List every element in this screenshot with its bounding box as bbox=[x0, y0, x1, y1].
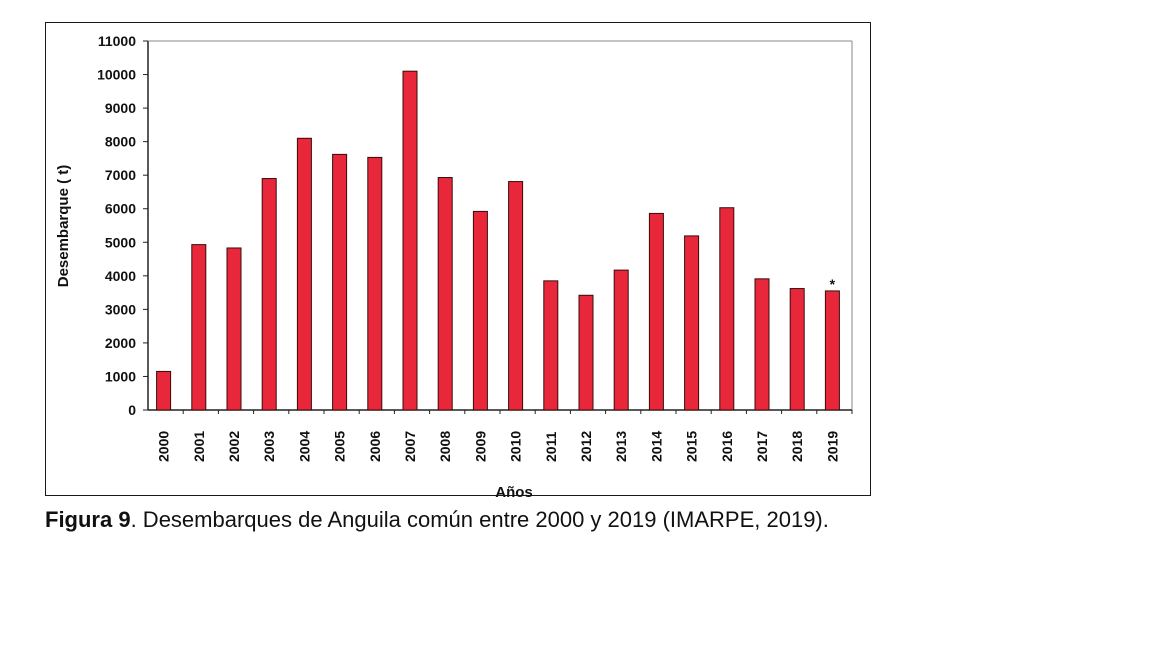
x-tick-label: 2017 bbox=[754, 431, 770, 462]
caption-text: . Desembarques de Anguila común entre 20… bbox=[130, 507, 829, 532]
x-tick-label: 2005 bbox=[332, 431, 348, 462]
bar-2008 bbox=[437, 177, 453, 411]
x-tick-label: 2015 bbox=[684, 431, 700, 462]
x-tick-label: 2011 bbox=[543, 431, 559, 462]
chart-labels: 0 1000 2000 3000 4000 5000 6000 7000 8000 9000 100… bbox=[97, 33, 840, 462]
y-tick-label: 8000 bbox=[105, 134, 136, 150]
bar-2011 bbox=[543, 280, 559, 411]
bar-2010 bbox=[508, 181, 524, 411]
bar-2003 bbox=[261, 178, 277, 411]
x-tick-label: 2010 bbox=[508, 431, 524, 462]
bar-2002 bbox=[226, 247, 242, 411]
x-tick-label: 2007 bbox=[402, 431, 418, 462]
caption-label: Figura 9 bbox=[45, 507, 131, 532]
x-tick-label: 2002 bbox=[226, 431, 242, 462]
x-tick-label: 2012 bbox=[578, 431, 594, 462]
bar-2014 bbox=[648, 212, 664, 411]
bar-2017 bbox=[754, 278, 770, 411]
y-tick-label: 2000 bbox=[105, 335, 136, 351]
x-tick-label: 2004 bbox=[296, 431, 312, 462]
bar-2012 bbox=[578, 294, 594, 411]
bar-2016 bbox=[719, 207, 735, 411]
bar-2015 bbox=[684, 235, 700, 411]
bar-2019 bbox=[824, 290, 840, 411]
bar-2004 bbox=[296, 137, 312, 411]
bar-2006 bbox=[367, 156, 383, 411]
chart-bars bbox=[156, 70, 840, 411]
y-tick-label: 4000 bbox=[105, 268, 136, 284]
x-axis-title: Años bbox=[495, 484, 533, 501]
x-tick-label: 2019 bbox=[824, 431, 840, 462]
bar-2013 bbox=[613, 269, 629, 411]
bar-2009 bbox=[472, 210, 488, 411]
y-tick-label: 6000 bbox=[105, 201, 136, 217]
x-tick-label: 2006 bbox=[367, 431, 383, 462]
x-tick-label: 2018 bbox=[789, 431, 805, 462]
y-axis-title: Desembarque ( t) bbox=[55, 165, 72, 288]
y-tick-label: 7000 bbox=[105, 167, 136, 183]
x-tick-label: 2009 bbox=[472, 431, 488, 462]
bar-2000 bbox=[156, 370, 172, 411]
bar-2018 bbox=[789, 288, 805, 411]
annotation-asterisk: * bbox=[830, 276, 836, 292]
bar-2001 bbox=[191, 244, 207, 411]
y-tick-label: 3000 bbox=[105, 301, 136, 317]
y-tick-label: 11000 bbox=[98, 33, 136, 49]
bar-2005 bbox=[332, 153, 348, 411]
x-tick-label: 2016 bbox=[719, 431, 735, 462]
y-tick-label: 9000 bbox=[105, 100, 136, 116]
figure-caption: Figura 9. Desembarques de Anguila común … bbox=[45, 507, 829, 533]
chart-axes bbox=[143, 40, 853, 414]
y-tick-label: 5000 bbox=[105, 234, 136, 250]
y-tick-label: 0 bbox=[128, 402, 136, 418]
x-tick-label: 2003 bbox=[261, 431, 277, 462]
x-tick-label: 2013 bbox=[613, 431, 629, 462]
x-tick-label: 2014 bbox=[648, 431, 664, 462]
x-tick-label: 2000 bbox=[156, 431, 172, 462]
y-tick-label: 1000 bbox=[105, 368, 136, 384]
x-tick-label: 2001 bbox=[191, 431, 207, 462]
bar-2007 bbox=[402, 70, 418, 411]
x-tick-label: 2008 bbox=[437, 431, 453, 462]
y-tick-label: 10000 bbox=[97, 67, 136, 83]
